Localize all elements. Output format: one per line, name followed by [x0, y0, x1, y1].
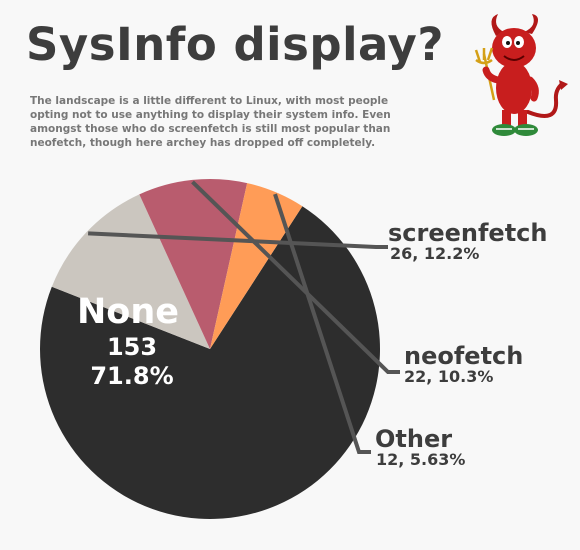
slice-value-neofetch: 22, 10.3%	[404, 367, 493, 386]
slice-label-none: None	[77, 292, 179, 332]
slice-label-other: Other	[375, 425, 452, 453]
slice-count-none: 153	[107, 333, 157, 361]
slice-label-neofetch: neofetch	[404, 342, 523, 370]
slice-value-screenfetch: 26, 12.2%	[390, 244, 479, 263]
slice-percent-none: 71.8%	[90, 362, 173, 390]
slice-value-other: 12, 5.63%	[376, 450, 465, 469]
slice-label-screenfetch: screenfetch	[388, 219, 548, 247]
